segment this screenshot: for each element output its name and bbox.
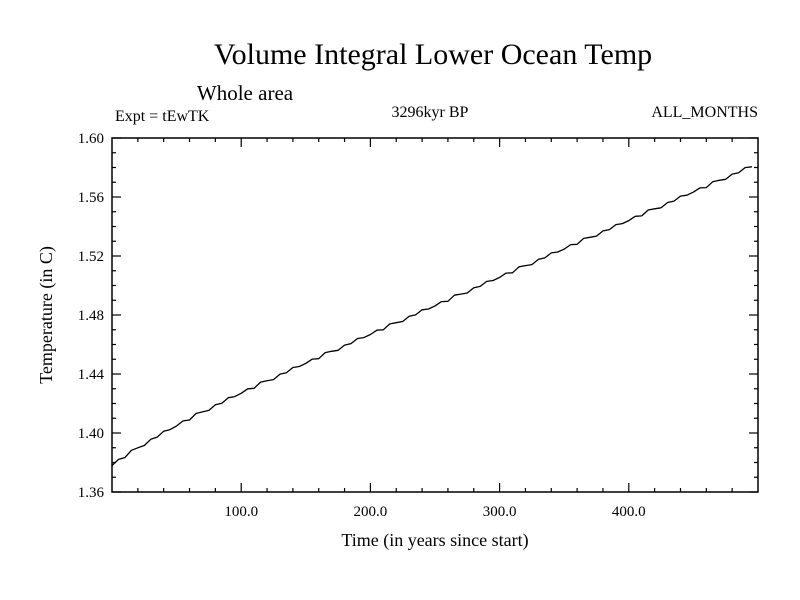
y-tick-label: 1.36: [78, 485, 105, 501]
y-axis-title: Temperature (in C): [36, 246, 57, 384]
axis-ticks: [112, 137, 758, 493]
y-tick-label: 1.40: [78, 426, 104, 442]
y-tick-label: 1.48: [78, 308, 104, 324]
chart-title: Volume Integral Lower Ocean Temp: [214, 38, 652, 71]
y-tick-label: 1.56: [78, 190, 105, 206]
x-tick-label: 300.0: [483, 504, 517, 520]
y-tick-label: 1.52: [78, 249, 104, 265]
x-tick-label: 200.0: [354, 504, 388, 520]
x-tick-label: 400.0: [612, 504, 646, 520]
x-axis-title: Time (in years since start): [341, 530, 528, 551]
y-tick-label: 1.60: [78, 131, 104, 147]
x-tick-label: 100.0: [224, 504, 258, 520]
time-bp-label: 3296kyr BP: [392, 104, 469, 121]
months-label: ALL_MONTHS: [651, 104, 758, 121]
plot-frame: [111, 137, 759, 493]
temperature-series-line: [111, 166, 753, 467]
experiment-label: Expt = tEwTK: [115, 108, 210, 125]
y-tick-label: 1.44: [78, 367, 105, 383]
chart-subtitle: Whole area: [197, 81, 294, 105]
axis-tick-labels: 1.36 1.40 1.44 1.48 1.52 1.56 1.60 100.0 200.0 30…: [78, 131, 646, 520]
